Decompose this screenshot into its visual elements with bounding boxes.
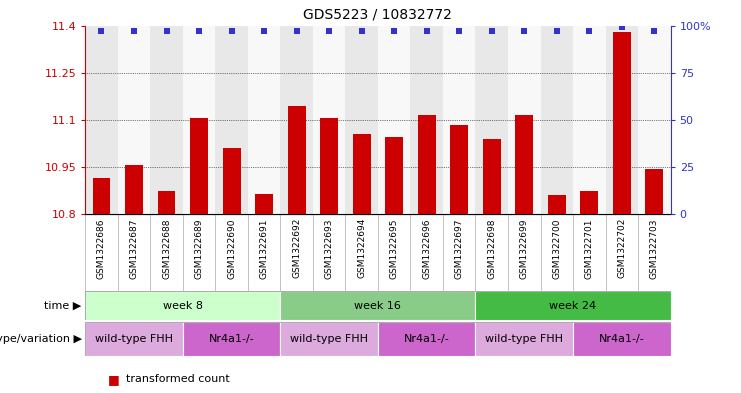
- Text: transformed count: transformed count: [126, 374, 230, 384]
- Bar: [255, 194, 273, 214]
- Bar: [548, 195, 565, 214]
- Text: genotype/variation ▶: genotype/variation ▶: [0, 334, 82, 344]
- Text: GSM1322700: GSM1322700: [552, 218, 561, 279]
- Bar: [613, 32, 631, 214]
- Text: GSM1322689: GSM1322689: [195, 218, 204, 279]
- Bar: [93, 178, 110, 214]
- Text: week 8: week 8: [163, 301, 203, 310]
- Bar: [645, 169, 663, 214]
- Bar: [476, 291, 671, 320]
- Text: GSM1322687: GSM1322687: [130, 218, 139, 279]
- Bar: [451, 125, 468, 214]
- Text: GSM1322696: GSM1322696: [422, 218, 431, 279]
- Bar: [515, 115, 534, 214]
- Title: GDS5223 / 10832772: GDS5223 / 10832772: [304, 7, 452, 22]
- Bar: [190, 118, 208, 214]
- Text: GSM1322691: GSM1322691: [259, 218, 268, 279]
- Bar: [508, 26, 540, 214]
- Bar: [483, 139, 501, 214]
- Text: GSM1322693: GSM1322693: [325, 218, 333, 279]
- Text: ■: ■: [107, 373, 119, 386]
- Text: Nr4a1-/-: Nr4a1-/-: [209, 334, 254, 344]
- Text: GSM1322698: GSM1322698: [488, 218, 496, 279]
- Bar: [313, 26, 345, 214]
- Text: week 24: week 24: [550, 301, 597, 310]
- Bar: [411, 26, 443, 214]
- Bar: [573, 26, 605, 214]
- Bar: [580, 191, 598, 214]
- Bar: [345, 26, 378, 214]
- Bar: [85, 26, 118, 214]
- Bar: [118, 26, 150, 214]
- Bar: [476, 322, 573, 356]
- Bar: [247, 26, 280, 214]
- Text: GSM1322697: GSM1322697: [455, 218, 464, 279]
- Bar: [150, 26, 183, 214]
- Bar: [385, 137, 403, 214]
- Bar: [216, 26, 247, 214]
- Text: GSM1322694: GSM1322694: [357, 218, 366, 278]
- Bar: [125, 165, 143, 214]
- Bar: [353, 134, 370, 214]
- Bar: [288, 106, 305, 214]
- Bar: [378, 322, 476, 356]
- Text: wild-type FHH: wild-type FHH: [290, 334, 368, 344]
- Bar: [378, 26, 411, 214]
- Text: week 16: week 16: [354, 301, 402, 310]
- Bar: [476, 26, 508, 214]
- Text: Nr4a1-/-: Nr4a1-/-: [599, 334, 645, 344]
- Bar: [158, 191, 176, 214]
- Bar: [418, 115, 436, 214]
- Text: GSM1322703: GSM1322703: [650, 218, 659, 279]
- Bar: [183, 322, 280, 356]
- Text: GSM1322686: GSM1322686: [97, 218, 106, 279]
- Text: time ▶: time ▶: [44, 301, 82, 310]
- Bar: [280, 26, 313, 214]
- Bar: [280, 322, 378, 356]
- Bar: [85, 322, 183, 356]
- Bar: [605, 26, 638, 214]
- Text: GSM1322688: GSM1322688: [162, 218, 171, 279]
- Bar: [183, 26, 216, 214]
- Bar: [85, 291, 280, 320]
- Bar: [320, 118, 338, 214]
- Text: Nr4a1-/-: Nr4a1-/-: [404, 334, 450, 344]
- Text: wild-type FHH: wild-type FHH: [485, 334, 563, 344]
- Text: wild-type FHH: wild-type FHH: [95, 334, 173, 344]
- Text: GSM1322692: GSM1322692: [292, 218, 301, 278]
- Text: GSM1322701: GSM1322701: [585, 218, 594, 279]
- Text: GSM1322695: GSM1322695: [390, 218, 399, 279]
- Bar: [280, 291, 476, 320]
- Bar: [573, 322, 671, 356]
- Bar: [540, 26, 573, 214]
- Text: GSM1322702: GSM1322702: [617, 218, 626, 278]
- Bar: [222, 148, 241, 214]
- Bar: [443, 26, 476, 214]
- Text: GSM1322690: GSM1322690: [227, 218, 236, 279]
- Bar: [638, 26, 671, 214]
- Text: GSM1322699: GSM1322699: [519, 218, 529, 279]
